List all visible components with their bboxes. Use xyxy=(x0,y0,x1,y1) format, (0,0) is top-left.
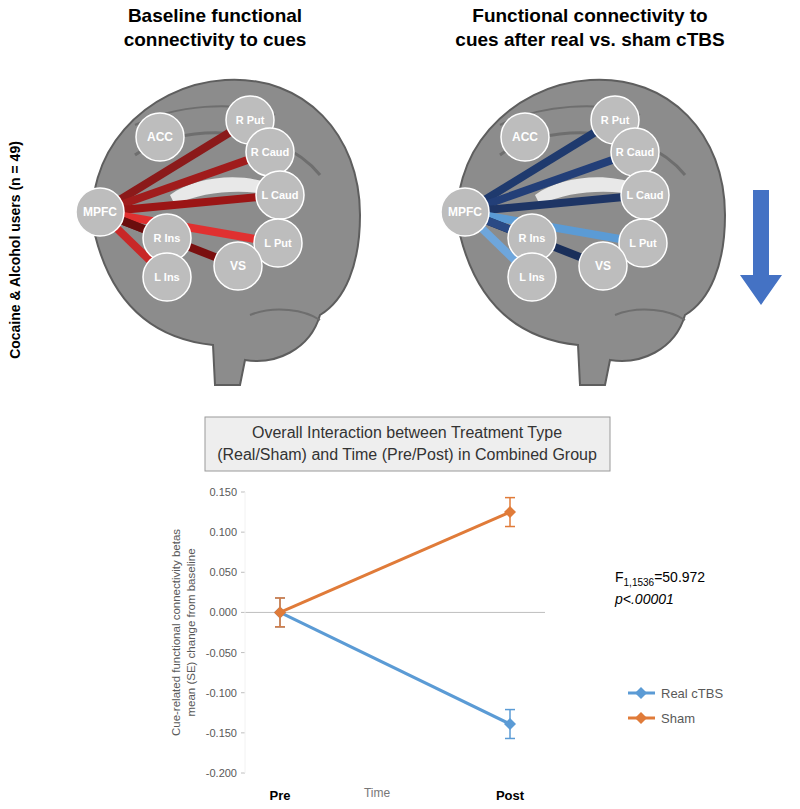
region-label: R Caud xyxy=(616,146,655,158)
region-label: L Caud xyxy=(626,189,663,201)
series-line xyxy=(280,512,510,612)
connection xyxy=(465,195,645,212)
panel-title: cues after real vs. sham cTBS xyxy=(455,29,724,50)
brain-panel: ACC R Put R Caud L Caud L Put VS R Ins L Ins MPF… xyxy=(441,80,725,385)
data-point xyxy=(504,718,516,730)
legend-label: Sham xyxy=(661,711,695,726)
legend-label: Real cTBS xyxy=(661,686,723,701)
y-tick-label: 0.050 xyxy=(209,566,237,578)
data-point xyxy=(274,606,286,618)
y-axis-label: Cue-related functional connectivity beta… xyxy=(170,529,182,736)
x-tick-label: Post xyxy=(496,788,525,803)
region-label: VS xyxy=(230,259,246,273)
p-annotation: p<.00001 xyxy=(614,591,674,607)
x-tick-label: Pre xyxy=(270,788,291,803)
y-tick xyxy=(241,612,245,613)
y-tick xyxy=(241,492,245,493)
region-label: R Ins xyxy=(154,232,181,244)
y-tick xyxy=(241,572,245,573)
region-node xyxy=(143,253,191,301)
title-box xyxy=(205,417,610,471)
y-tick-label: 0.100 xyxy=(209,526,237,538)
series-line xyxy=(280,612,510,724)
region-node xyxy=(621,171,669,219)
y-tick xyxy=(241,532,245,533)
region-label: VS xyxy=(595,259,611,273)
x-axis-line xyxy=(245,612,545,613)
error-bar xyxy=(275,598,285,627)
region-label: L Put xyxy=(629,237,657,249)
region-label: L Ins xyxy=(154,271,179,283)
y-axis-line xyxy=(245,492,246,773)
region-node xyxy=(501,113,549,161)
error-bar xyxy=(505,498,515,527)
region-node xyxy=(441,188,489,236)
region-node xyxy=(579,242,627,290)
region-label: L Ins xyxy=(519,271,544,283)
plot-area xyxy=(274,498,516,739)
y-tick xyxy=(241,652,245,653)
chart-title: Overall Interaction between Treatment Ty… xyxy=(252,424,562,441)
y-tick-label: -0.200 xyxy=(206,767,237,779)
brain xyxy=(458,80,725,385)
region-label: L Put xyxy=(264,237,292,249)
region-label: R Put xyxy=(236,114,265,126)
panel-title: Baseline functional xyxy=(128,5,302,26)
y-axis-label: mean (SE) change from baseline xyxy=(185,548,197,716)
legend: Real cTBS Sham xyxy=(628,686,723,726)
side-label: Cocaine & Alcohol users (n = 49) xyxy=(7,141,23,359)
region-label: R Caud xyxy=(251,146,290,158)
region-node xyxy=(246,128,294,176)
region-node xyxy=(214,242,262,290)
legend-marker xyxy=(635,712,647,724)
y-tick xyxy=(241,773,245,774)
chart-title: (Real/Sham) and Time (Pre/Post) in Combi… xyxy=(217,446,597,463)
brain xyxy=(93,80,360,385)
region-label: L Caud xyxy=(261,189,298,201)
region-label: MPFC xyxy=(83,205,117,219)
region-node xyxy=(611,128,659,176)
region-node xyxy=(256,171,304,219)
error-bar xyxy=(275,598,285,627)
data-point xyxy=(504,506,516,518)
error-bar xyxy=(505,710,515,739)
region-label: R Ins xyxy=(519,232,546,244)
y-tick-label: -0.100 xyxy=(206,687,237,699)
region-label: R Put xyxy=(601,114,630,126)
panel-title: connectivity to cues xyxy=(124,29,307,50)
y-tick xyxy=(241,692,245,693)
y-tick-label: 0.150 xyxy=(209,486,237,498)
region-label: ACC xyxy=(512,130,538,144)
sulcus xyxy=(615,310,685,320)
legend-marker xyxy=(635,687,647,699)
y-tick-label: -0.050 xyxy=(206,647,237,659)
region-label: ACC xyxy=(147,130,173,144)
region-node xyxy=(136,113,184,161)
y-tick xyxy=(241,732,245,733)
region-node xyxy=(508,253,556,301)
region-label: MPFC xyxy=(448,205,482,219)
decrease-arrow xyxy=(740,190,782,305)
data-point xyxy=(274,606,286,618)
figure: Cocaine & Alcohol users (n = 49) Baseline… xyxy=(0,0,800,809)
brain-panel: ACC R Put R Caud L Caud L Put VS R Ins L Ins MPF… xyxy=(76,80,360,385)
y-tick-label: -0.150 xyxy=(206,727,237,739)
region-node xyxy=(76,188,124,236)
y-tick-label: 0.000 xyxy=(209,606,237,618)
sulcus xyxy=(250,310,320,320)
x-axis-label: Time xyxy=(364,786,391,800)
stat-annotation: F1,1536=50.972 xyxy=(615,569,705,588)
connection xyxy=(100,195,280,212)
panel-title: Functional connectivity to xyxy=(472,5,707,26)
